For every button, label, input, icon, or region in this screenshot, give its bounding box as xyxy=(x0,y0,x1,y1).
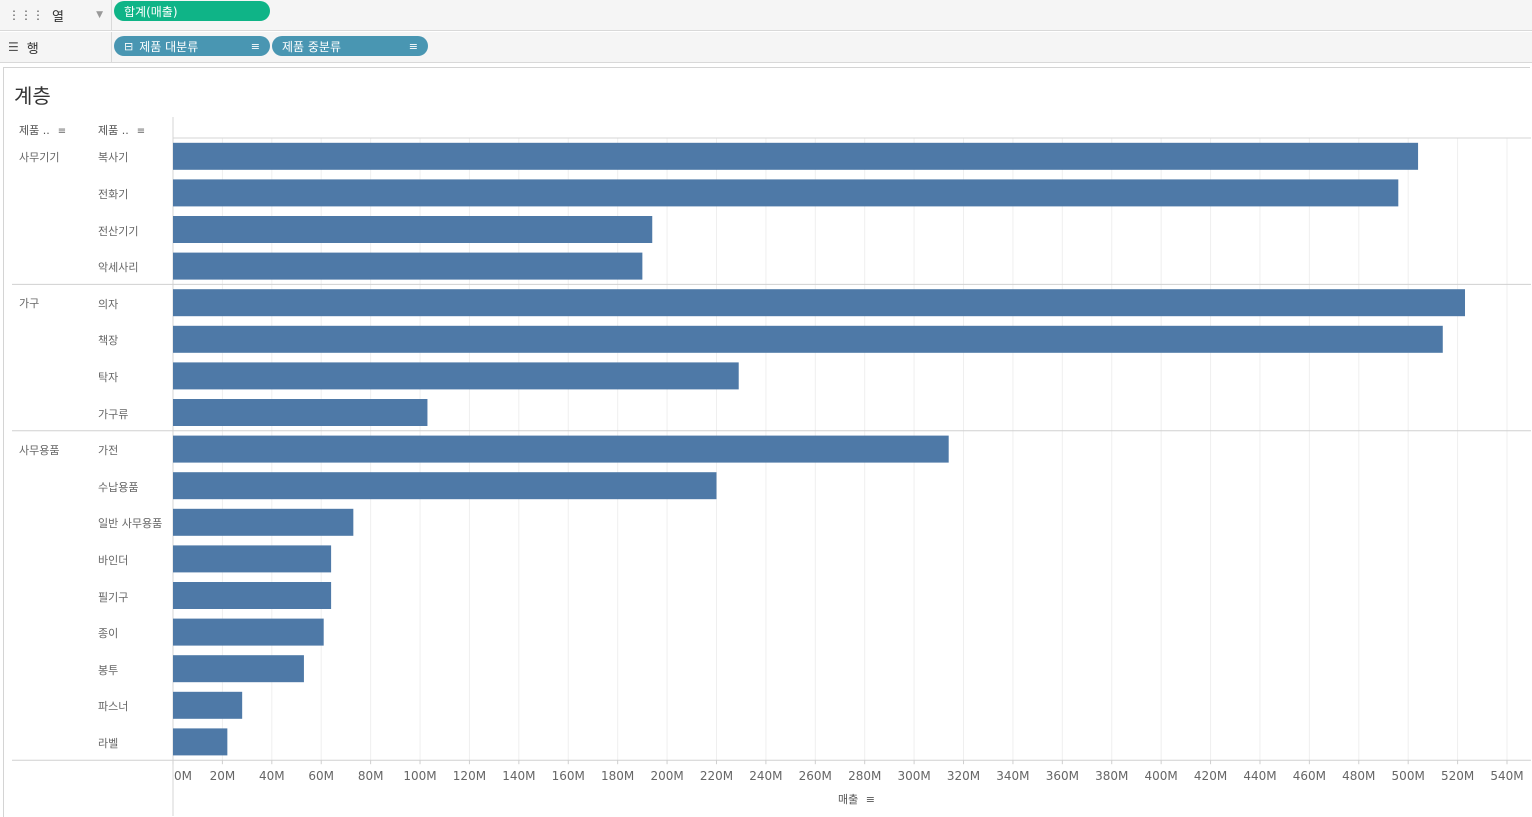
dimension-pill-category[interactable]: ⊟ 제품 대분류 ≡ xyxy=(114,36,270,56)
subcategory-label[interactable]: 탁자 xyxy=(98,370,119,384)
sort-icon[interactable]: ≡ xyxy=(57,126,67,137)
columns-icon: ⋮⋮⋮ xyxy=(8,8,44,22)
sort-icon[interactable]: ≡ xyxy=(136,126,146,137)
subcategory-label[interactable]: 복사기 xyxy=(98,151,129,165)
sort-icon[interactable]: ≡ xyxy=(408,39,418,53)
subcategory-label[interactable]: 의자 xyxy=(98,297,119,311)
columns-shelf-label[interactable]: ⋮⋮⋮ 열 ▼ xyxy=(0,0,112,30)
subcategory-label[interactable]: 필기구 xyxy=(98,590,129,604)
sheet-title: 계층 xyxy=(14,84,51,108)
sort-icon[interactable]: ≡ xyxy=(865,793,875,806)
subcategory-label[interactable]: 전화기 xyxy=(98,187,129,201)
header-subcategory[interactable]: 제품 .. ≡ xyxy=(98,122,145,138)
subcategory-label[interactable]: 종이 xyxy=(98,627,119,641)
subcategory-label[interactable]: 바인더 xyxy=(98,553,129,567)
category-label[interactable]: 사무기기 xyxy=(19,151,60,164)
measure-pill-label: 합계(매출) xyxy=(124,4,178,19)
header-category[interactable]: 제품 .. ≡ xyxy=(19,122,66,138)
subcategory-label[interactable]: 책장 xyxy=(98,334,119,348)
subcategory-label[interactable]: 가구류 xyxy=(98,407,129,421)
rows-shelf-label[interactable]: ☰ 행 xyxy=(0,32,112,62)
subcategory-label[interactable]: 전산기기 xyxy=(98,224,139,238)
subcategory-label[interactable]: 라벨 xyxy=(98,736,119,750)
dimension-pill-category-label: 제품 대분류 xyxy=(139,39,199,54)
x-axis-title[interactable]: 매출 ≡ xyxy=(838,791,875,807)
subcategory-label[interactable]: 가전 xyxy=(98,444,119,458)
dimension-pill-subcategory[interactable]: 제품 중분류 ≡ xyxy=(272,36,428,56)
sort-icon[interactable]: ≡ xyxy=(250,39,260,53)
header-category-label: 제품 .. xyxy=(19,124,50,137)
subcategory-label[interactable]: 악세사리 xyxy=(98,261,139,275)
view-canvas xyxy=(3,67,1530,817)
columns-label: 열 xyxy=(52,9,64,25)
subcategory-label[interactable]: 일반 사무용품 xyxy=(98,517,163,531)
header-subcategory-label: 제품 .. xyxy=(98,124,129,137)
collapse-icon[interactable]: ⊟ xyxy=(124,39,134,53)
subcategory-label[interactable]: 파스너 xyxy=(98,700,129,714)
rows-label: 행 xyxy=(26,41,39,57)
category-label[interactable]: 사무용품 xyxy=(19,443,60,457)
subcategory-label[interactable]: 봉투 xyxy=(98,663,119,677)
columns-shelf: ⋮⋮⋮ 열 ▼ 합계(매출) xyxy=(0,0,1532,31)
x-axis-title-label: 매출 xyxy=(838,793,859,806)
rows-icon: ☰ xyxy=(8,40,19,54)
dimension-pill-subcategory-label: 제품 중분류 xyxy=(282,39,342,54)
rows-shelf: ☰ 행 ⊟ 제품 대분류 ≡ 제품 중분류 ≡ xyxy=(0,32,1532,63)
chevron-down-icon[interactable]: ▼ xyxy=(96,10,103,20)
subcategory-label[interactable]: 수납용품 xyxy=(98,480,139,494)
measure-pill-sum-sales[interactable]: 합계(매출) xyxy=(114,1,270,21)
category-label[interactable]: 가구 xyxy=(19,297,40,311)
